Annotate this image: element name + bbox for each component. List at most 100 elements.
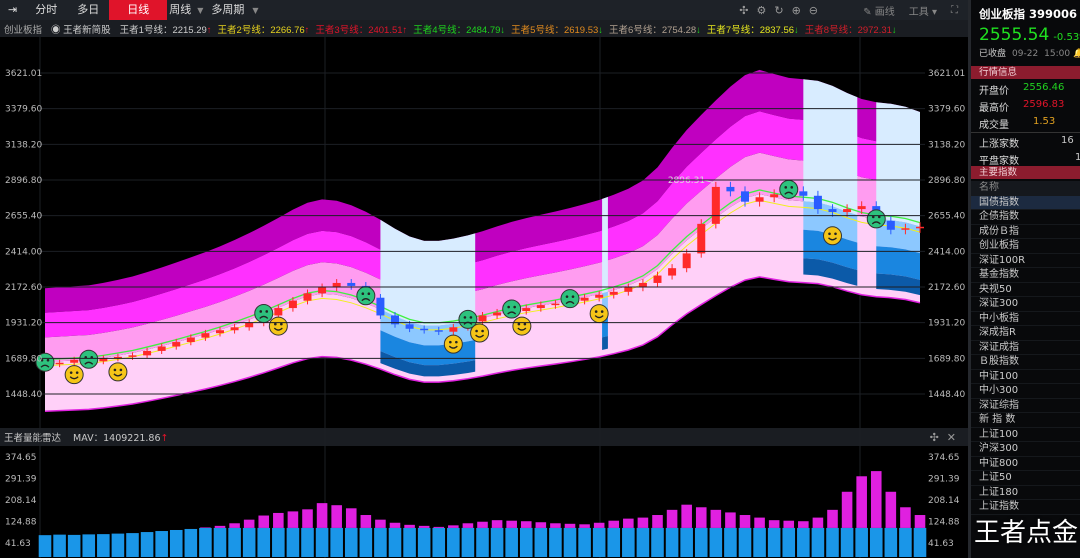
move-icon[interactable]: ✣ — [739, 3, 749, 17]
index-list-item[interactable]: 上证指数 — [971, 500, 1080, 515]
zoom-in-icon[interactable]: ⊕ — [791, 3, 801, 17]
price-tick-label: 1931.20 — [928, 319, 965, 329]
line-value: 王者6号线：2754.28 — [609, 24, 697, 36]
index-list-item[interactable]: 深证100R — [971, 254, 1080, 268]
index-list-item[interactable]: 创业板指 — [971, 239, 1080, 254]
period-toolbar: ⇥ 分时 多日 日线 周线 ▼ 多周期 ▼ ✣ ⚙ ↻ ⊕ ⊖ ✎ 画线 工具 … — [0, 0, 968, 20]
volume-bar — [811, 527, 825, 557]
kline-chart[interactable]: 2896.31 3621.01 3621.01 3379.60 3379.60 3138.… — [0, 0, 968, 558]
volume-bar — [213, 527, 227, 557]
index-list-item[interactable]: 中小板指 — [971, 312, 1080, 326]
volume-bar-top — [448, 525, 459, 528]
zoom-out-icon[interactable]: ⊖ — [808, 3, 818, 17]
name-column-header[interactable]: 名称 — [971, 181, 1080, 196]
close-icon[interactable]: ✕ — [946, 430, 956, 444]
volume-bar — [199, 527, 212, 557]
index-list-item[interactable]: 中证100 — [971, 370, 1080, 384]
index-list-item[interactable]: 上证180 — [971, 486, 1080, 500]
mav-value: MAV：1409221.86↑ — [73, 430, 168, 444]
volume-bar — [403, 527, 416, 557]
index-list-item[interactable]: 深证成指 — [971, 341, 1080, 355]
tab-weekly[interactable]: 周线 — [169, 3, 192, 16]
index-list-item[interactable]: 中证800 — [971, 457, 1080, 471]
move-icon[interactable]: ✣ — [929, 430, 939, 444]
index-list-item[interactable]: Ｂ股指数 — [971, 355, 1080, 370]
candle — [536, 305, 545, 309]
volume-bar-top — [666, 509, 678, 528]
line-value: 王者1号线：2215.29 — [119, 24, 207, 36]
volume-bar — [272, 527, 285, 557]
index-list-item[interactable]: 上证50 — [971, 471, 1080, 486]
volume-bar — [140, 532, 154, 557]
volume-bar — [53, 534, 66, 557]
index-list-item[interactable]: 央视50 — [971, 283, 1080, 297]
status-text: 已收盘 — [979, 49, 1007, 59]
candle — [522, 308, 531, 312]
index-list-item[interactable]: 基金指数 — [971, 268, 1080, 283]
index-list-item[interactable]: 国债指数 — [971, 195, 1080, 210]
candle — [274, 308, 283, 316]
volume-bar — [563, 527, 577, 557]
volume-bar — [913, 527, 927, 557]
index-list-item[interactable]: 深证300 — [971, 297, 1080, 312]
volume-bar — [709, 527, 723, 557]
candle — [405, 324, 414, 329]
volume-tick-label: 374.65 — [928, 453, 960, 463]
tab-multiday[interactable]: 多日 — [77, 3, 100, 16]
volume-bar-top — [506, 520, 517, 528]
candle — [916, 226, 924, 229]
volume-bar — [330, 527, 343, 557]
draw-line-button[interactable]: ✎ 画线 — [863, 6, 895, 18]
bell-icon[interactable]: 🔔 — [1073, 49, 1080, 59]
time: 15:00 — [1044, 49, 1071, 59]
index-list-item[interactable]: 深证综指 — [971, 399, 1080, 413]
trend-arrow-icon: ↓ — [696, 24, 701, 36]
volume-bar — [607, 527, 621, 557]
candle — [303, 293, 312, 301]
chevron-down-icon[interactable]: ▼ — [252, 5, 259, 15]
volume-bar — [753, 527, 766, 557]
candle — [157, 346, 166, 351]
exit-icon[interactable]: ⇥ — [8, 3, 18, 16]
trend-arrow-icon: ↓ — [891, 24, 897, 36]
volume-tick-label: 208.14 — [5, 496, 37, 506]
strategy-selector[interactable]: ◉ 王者新简股 — [51, 24, 111, 36]
market-status: 已收盘 09-22 15:00 🔔 — [979, 46, 1080, 59]
gear-icon[interactable]: ⚙ — [756, 3, 767, 17]
index-list-item[interactable]: 深成指R — [971, 326, 1080, 341]
volume-bar — [884, 527, 898, 557]
price-tick-label: 2655.40 — [5, 212, 42, 222]
chevron-down-icon[interactable]: ▼ — [197, 5, 204, 15]
refresh-icon[interactable]: ↻ — [774, 3, 784, 17]
volume-bar-top — [491, 520, 503, 528]
tab-multiperiod[interactable]: 多周期 — [211, 3, 245, 16]
sad-face-icon — [254, 303, 274, 323]
tab-daily[interactable]: 日线 — [109, 0, 168, 20]
fullscreen-icon[interactable]: ⛶ — [951, 4, 958, 16]
index-list-item[interactable]: 沪深300 — [971, 442, 1080, 457]
index-list-item[interactable]: 上证100 — [971, 428, 1080, 442]
index-list-item[interactable]: 中小300 — [971, 384, 1080, 399]
index-list-item[interactable]: 新 指 数 — [971, 413, 1080, 428]
candle — [128, 355, 137, 357]
volume-bar-top — [579, 524, 590, 528]
volume-bar — [840, 527, 854, 557]
open-value: 2556.46 — [1023, 82, 1065, 93]
candle — [653, 275, 662, 283]
candle — [288, 300, 297, 309]
high-row: 最高价 2596.83 — [979, 99, 1080, 114]
volume-bar-top — [812, 517, 824, 528]
tools-button[interactable]: 工具 ▾ — [908, 6, 937, 18]
volume-bar — [286, 527, 300, 557]
sad-face-icon — [560, 289, 580, 309]
index-list-item[interactable]: 成份Ｂ指 — [971, 225, 1080, 239]
indicator-line-4: 王者4号线：2484.79↓ — [413, 22, 505, 36]
tab-intraday[interactable]: 分时 — [35, 3, 58, 16]
sad-face-icon — [35, 352, 55, 372]
candle — [828, 209, 837, 213]
volume-bar — [694, 527, 708, 557]
index-list-item[interactable]: 企债指数 — [971, 210, 1080, 225]
volume-bar-top — [768, 520, 780, 528]
volume-bar-top — [827, 509, 838, 528]
volume-bar-top — [754, 517, 765, 528]
